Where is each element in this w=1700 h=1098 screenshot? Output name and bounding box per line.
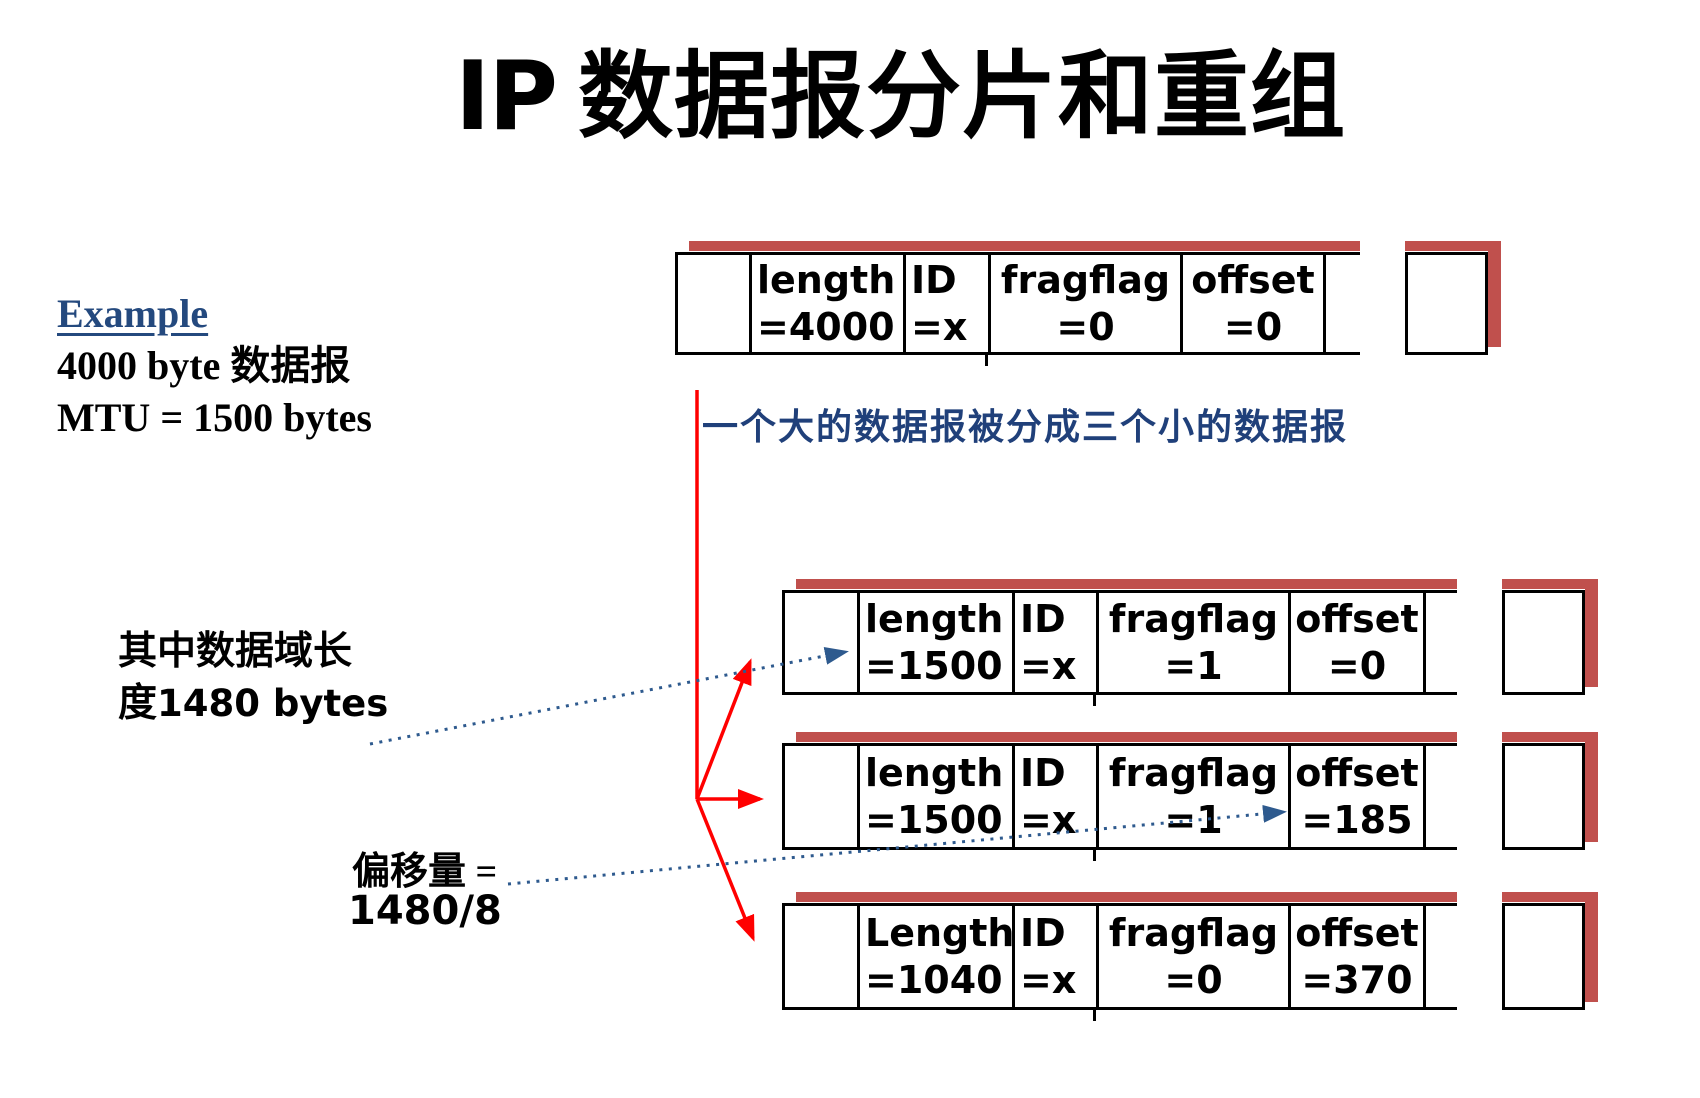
datagram-fragment-1: length =1500 ID =x fragflag =1 offset =0 [782,575,1598,706]
field-value: =1 [1164,643,1223,688]
label-data-field-line1: 其中数据域长 [118,630,353,673]
datagram-box: length =4000 ID =x fragflag =0 offset =0 [675,252,1488,355]
field-value: =0 [1056,304,1115,349]
cell-length: length =4000 [752,255,906,352]
datagram-break [1457,575,1502,704]
field-value: =x [911,304,968,349]
field-value: =x [1020,797,1077,842]
cell-length: Length =1040 [860,906,1015,1007]
cell-length: length =1500 [860,746,1015,847]
field-label: offset [1295,596,1419,641]
divider-tick [1093,695,1096,706]
label-data-field-line2: 度1480 bytes [118,682,389,725]
field-label: length [865,596,1004,641]
example-line2: MTU = 1500 bytes [57,395,372,440]
cell-id: ID =x [1015,906,1099,1007]
datagram-shadow [796,579,1598,687]
field-value: =1500 [865,643,1003,688]
tail-border [1502,903,1505,1010]
red-arrow-fragment-1 [695,658,752,800]
label-data-field-length: 其中数据域长 度1480 bytes [118,626,388,730]
cell-fragflag: fragflag =0 [991,255,1183,352]
cell-header-space [785,906,860,1007]
cell-fragflag: fragflag =0 [1099,906,1291,1007]
cell-offset: offset =185 [1291,746,1426,847]
field-label: ID [1020,910,1066,955]
datagram-break [1457,888,1502,1019]
field-value: =x [1020,643,1077,688]
field-value: =1 [1164,797,1223,842]
divider-tick [1093,850,1096,861]
field-label: offset [1191,257,1315,302]
cell-fragflag: fragflag =1 [1099,593,1291,692]
datagram-fragment-3: Length =1040 ID =x fragflag =0 offset =3… [782,888,1598,1021]
red-split-arrows [695,390,764,942]
page-title: IP 数据报分片和重组 [455,40,1455,155]
red-arrow-fragment-3 [695,798,755,942]
cell-offset: offset =370 [1291,906,1426,1007]
divider-tick [985,355,988,366]
cell-header-space [785,746,860,847]
datagram-shadow [796,892,1598,1002]
field-label: offset [1295,910,1419,955]
field-value: =4000 [757,304,895,349]
field-value: =1500 [865,797,1003,842]
cell-length: length =1500 [860,593,1015,692]
label-offset-line1: 偏移量 = [352,851,498,893]
cell-id: ID =x [1015,593,1099,692]
cell-fragflag: fragflag =1 [1099,746,1291,847]
field-value: =x [1020,957,1077,1002]
field-label: fragflag [1108,596,1279,641]
datagram-shadow [796,732,1598,842]
field-label: offset [1295,750,1419,795]
field-value: =0 [1327,643,1387,688]
tail-border [1502,743,1505,850]
cell-header-space [785,593,860,692]
datagram-shadow [689,241,1501,347]
datagram-fragment-2: length =1500 ID =x fragflag =1 offset =1… [782,728,1598,861]
cell-header-space [678,255,752,352]
field-label: ID [1020,750,1066,795]
example-line1: 4000 byte 数据报 [57,343,351,388]
dotted-arrow-data-length [369,646,849,746]
cell-offset: offset =0 [1291,593,1426,692]
field-value: =185 [1301,797,1413,842]
field-label: ID [1020,596,1066,641]
cell-id: ID =x [906,255,991,352]
field-value: =370 [1301,957,1413,1002]
field-label: ID [911,257,957,302]
field-label: fragflag [1000,257,1171,302]
tail-border [1405,252,1408,355]
field-value: =0 [1223,304,1283,349]
datagram-break [1360,237,1405,364]
title-cjk: 数据报分片和重组 [577,44,1346,150]
field-label: length [757,257,896,302]
example-block: Example 4000 byte 数据报 MTU = 1500 bytes [57,288,372,444]
datagram-box: Length =1040 ID =x fragflag =0 offset =3… [782,903,1585,1010]
field-value: =0 [1164,957,1223,1002]
tail-border [1502,590,1505,695]
annotation-text: 一个大的数据报被分成三个小的数据报 [702,407,1349,447]
field-label: length [865,750,1004,795]
field-label: fragflag [1108,750,1279,795]
title-ip: IP [455,42,558,152]
cell-id: ID =x [1015,746,1099,847]
field-value: =1040 [865,957,1003,1002]
cell-offset: offset =0 [1183,255,1326,352]
field-label: Length [865,910,1015,955]
field-label: fragflag [1108,910,1279,955]
example-heading: Example [57,291,209,336]
label-offset-line2: 1480/8 [348,888,502,934]
divider-tick [1093,1010,1096,1021]
datagram-break [1457,728,1502,859]
datagram-box: length =1500 ID =x fragflag =1 offset =0 [782,590,1585,695]
datagram-original: length =4000 ID =x fragflag =0 offset =0 [675,237,1501,366]
